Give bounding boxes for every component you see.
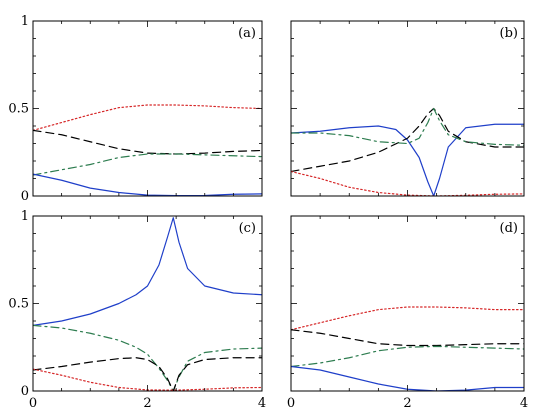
ytick-label: 0.5	[8, 297, 29, 312]
series-line-1	[291, 123, 524, 196]
ytick-label: 0	[21, 189, 29, 204]
xtick-label: 0	[29, 396, 37, 411]
series-line-3	[33, 357, 262, 391]
series-line-3	[291, 107, 524, 146]
series-line-1	[291, 306, 524, 331]
xtick-label: 0	[287, 396, 295, 411]
series-line-1	[33, 217, 262, 326]
xtick-label: 4	[520, 396, 528, 411]
axes-frame	[290, 215, 525, 392]
series-line-1	[33, 104, 262, 131]
ytick-label: 0	[21, 384, 29, 399]
axes-frame	[32, 215, 263, 392]
series-line-2	[33, 324, 262, 391]
series-line-4	[291, 170, 524, 196]
xtick-label: 2	[143, 396, 151, 411]
panel-label: (b)	[500, 26, 518, 41]
axes-frame	[32, 20, 263, 197]
xtick-label: 2	[403, 396, 411, 411]
panel-a: 0 0.5 1 (a)	[8, 14, 263, 204]
panel-c: 0 0.5 1 0 2 4 (c)	[8, 209, 266, 411]
axes-frame	[290, 20, 525, 197]
series-line-2	[33, 129, 262, 155]
panel-b: (b)	[290, 20, 525, 197]
xtick-label: 4	[258, 396, 266, 411]
series-line-3	[33, 153, 262, 176]
series-line-2	[291, 329, 524, 347]
ytick-label: 1	[21, 209, 29, 224]
series-line-3	[291, 345, 524, 368]
panel-d: 0 2 4 (d)	[287, 215, 528, 411]
panel-label: (c)	[239, 221, 256, 236]
ytick-label: 0.5	[8, 102, 29, 117]
panel-label: (a)	[238, 26, 256, 41]
ytick-label: 1	[21, 14, 29, 29]
panel-label: (d)	[500, 221, 518, 236]
